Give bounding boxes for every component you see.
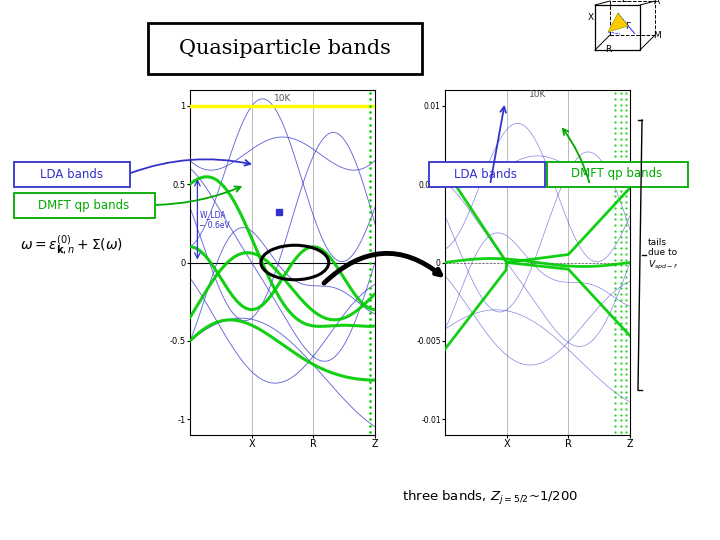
Text: Z: Z xyxy=(622,0,628,4)
Text: $\omega = \varepsilon_{\mathbf{k},n}^{(0)} + \Sigma(\omega)$: $\omega = \varepsilon_{\mathbf{k},n}^{(0… xyxy=(20,233,123,257)
FancyBboxPatch shape xyxy=(14,192,155,218)
Text: DMFT qp bands: DMFT qp bands xyxy=(572,167,662,180)
Text: three bands, $Z_{j=5/2}$~1/200: three bands, $Z_{j=5/2}$~1/200 xyxy=(402,489,578,507)
FancyBboxPatch shape xyxy=(428,161,544,186)
Text: X: X xyxy=(588,13,594,22)
Text: LDA bands: LDA bands xyxy=(40,167,102,180)
Text: LDA bands: LDA bands xyxy=(454,167,518,180)
Text: M: M xyxy=(653,31,661,40)
Text: Quasiparticle bands: Quasiparticle bands xyxy=(179,39,391,58)
Text: DMFT qp bands: DMFT qp bands xyxy=(38,199,130,212)
FancyBboxPatch shape xyxy=(14,161,130,186)
Text: Γ: Γ xyxy=(626,22,631,31)
FancyBboxPatch shape xyxy=(546,161,688,186)
Text: R: R xyxy=(605,45,611,54)
Polygon shape xyxy=(608,13,628,32)
Text: 10K: 10K xyxy=(528,90,546,99)
Text: A: A xyxy=(654,0,660,6)
Text: W_LDA
− 0.6eV: W_LDA − 0.6eV xyxy=(199,211,230,230)
Text: 10K: 10K xyxy=(274,93,291,103)
Text: tails
due to
$V_{spd-f}$: tails due to $V_{spd-f}$ xyxy=(648,238,678,272)
FancyBboxPatch shape xyxy=(148,23,422,74)
